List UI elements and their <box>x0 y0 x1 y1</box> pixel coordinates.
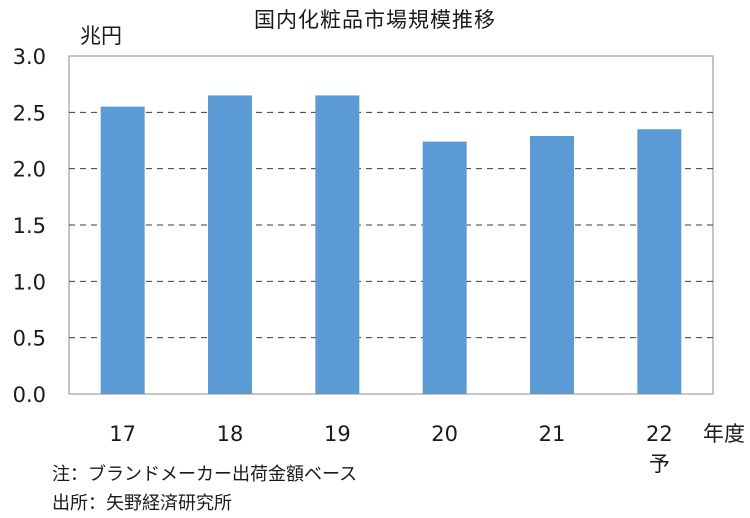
x-tick-label: 17 <box>109 422 136 446</box>
y-tick-labels: 0.0 0.5 1.0 1.5 2.0 2.5 3.0 <box>13 45 46 407</box>
y-tick-label: 3.0 <box>13 45 46 69</box>
x-tick-label: 21 <box>539 422 566 446</box>
bar-21 <box>530 135 574 394</box>
bars <box>100 95 682 394</box>
x-tick-labels: 17 18 19 20 21 22 予 <box>109 422 672 476</box>
chart-title: 国内化粧品市場規模推移 <box>254 8 496 32</box>
x-tick-label: 20 <box>431 422 458 446</box>
gridlines <box>69 111 713 339</box>
bar-18 <box>208 95 252 394</box>
bar-17 <box>100 106 145 394</box>
bar-20 <box>422 141 467 394</box>
x-tick-label: 18 <box>217 422 244 446</box>
y-tick-label: 1.0 <box>13 270 46 294</box>
y-tick-label: 2.0 <box>13 158 46 182</box>
chart-note: 注：ブランドメーカー出荷金額ベース <box>52 464 358 485</box>
y-tick-label: 0.5 <box>13 327 46 351</box>
x-tick-sublabel: 予 <box>649 452 670 476</box>
y-tick-label: 1.5 <box>13 214 46 238</box>
chart-source: 出所：矢野経済研究所 <box>52 493 232 514</box>
y-tick-label: 0.0 <box>13 383 46 407</box>
y-axis-unit-label: 兆円 <box>80 24 122 48</box>
x-tick-label: 22 <box>646 422 673 446</box>
y-tick-label: 2.5 <box>13 101 46 125</box>
x-axis-label: 年度 <box>703 422 745 446</box>
bar-19 <box>315 95 360 394</box>
bar-22 <box>637 129 682 394</box>
x-tick-label: 19 <box>324 422 351 446</box>
